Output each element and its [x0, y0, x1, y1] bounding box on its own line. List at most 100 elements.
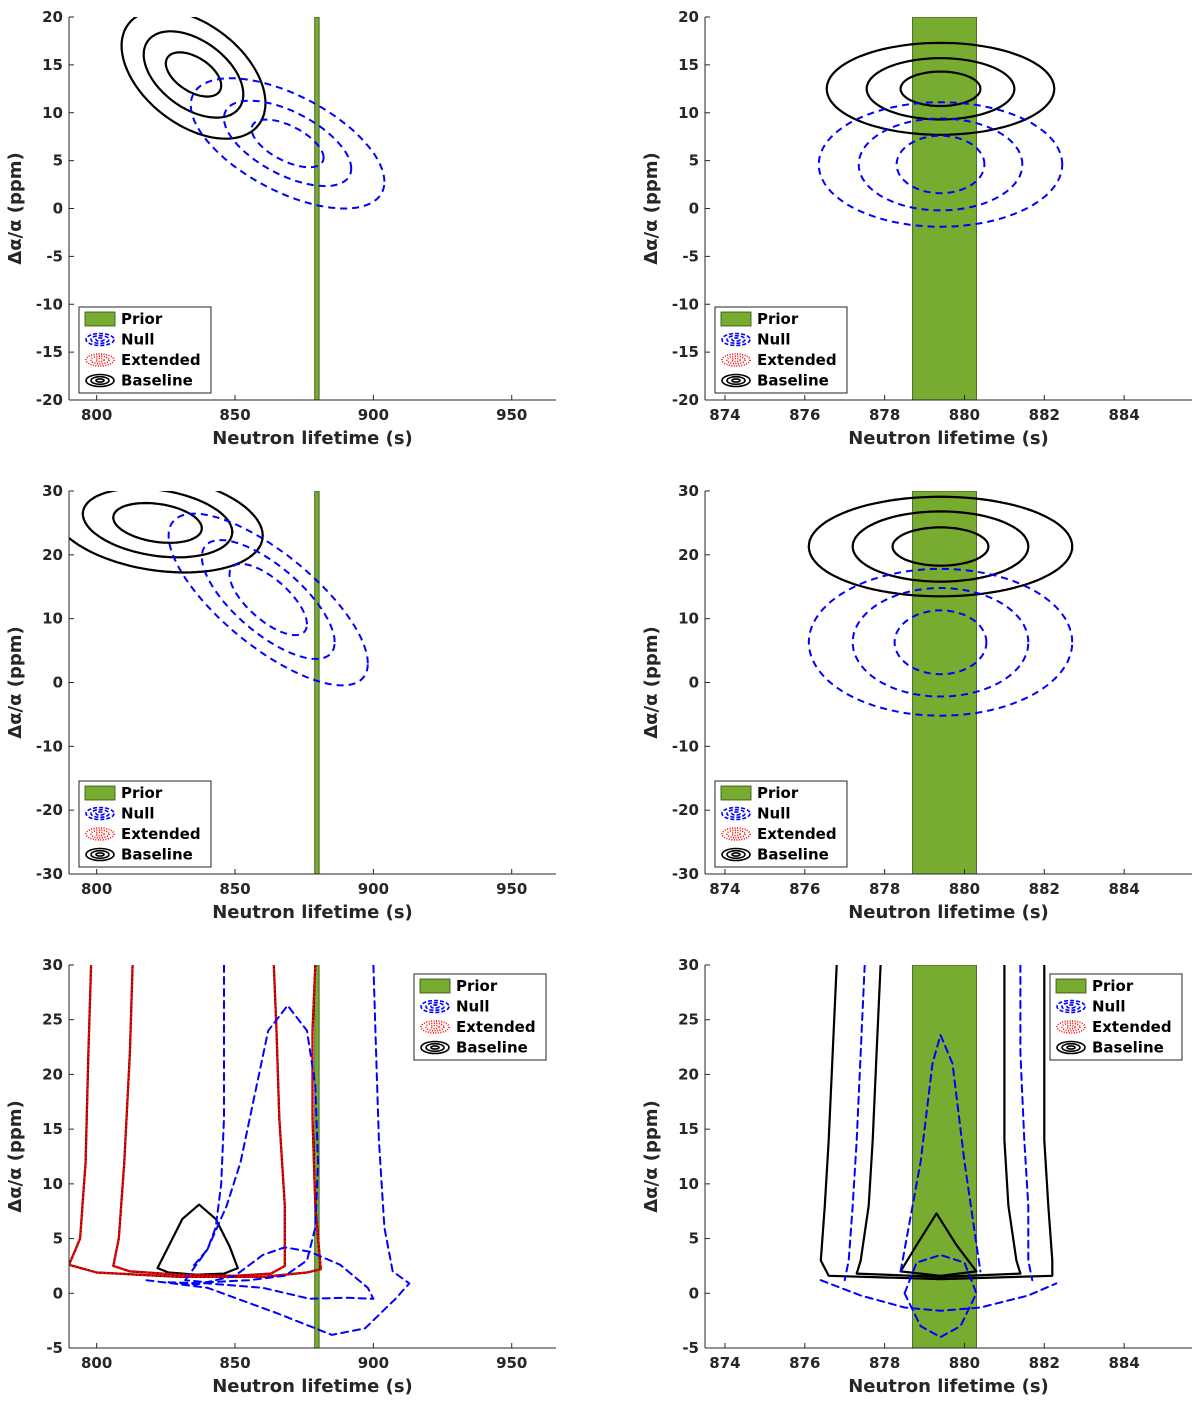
legend-label-baseline: Baseline — [456, 1039, 528, 1057]
x-tick-label: 882 — [1029, 880, 1060, 898]
legend-label-baseline: Baseline — [1092, 1039, 1164, 1057]
y-tick-label: 30 — [42, 482, 63, 500]
baseline-contour — [81, 491, 234, 559]
legend-extended-swatch — [1056, 1020, 1086, 1034]
legend: Prior Null Extended Baseline — [413, 973, 547, 1061]
baseline-contour — [112, 501, 203, 544]
prior-band — [314, 17, 320, 400]
y-tick-label: 0 — [689, 674, 699, 692]
x-tick-label: 884 — [1108, 406, 1139, 424]
legend-baseline-swatch — [721, 373, 751, 388]
legend-null-swatch — [721, 806, 751, 821]
legend-baseline-swatch — [85, 373, 115, 388]
x-axis-label: Neutron lifetime (s) — [848, 1376, 1049, 1397]
y-axis-label: Δα/α (ppm) — [641, 152, 662, 264]
null-contour — [843, 965, 866, 1282]
y-tick-label: 20 — [42, 8, 63, 26]
extended-contour — [81, 491, 234, 559]
null-contour — [903, 1254, 978, 1339]
y-tick-label: 10 — [42, 610, 63, 628]
y-tick-label: 10 — [678, 1175, 699, 1193]
y-axis-label: Δα/α (ppm) — [5, 1100, 26, 1212]
x-tick-label: 876 — [789, 406, 820, 424]
legend: Prior Null Extended Baseline — [78, 780, 212, 868]
y-tick-label: 5 — [53, 1230, 63, 1248]
y-tick-label: 0 — [53, 674, 63, 692]
legend-label-null: Null — [757, 331, 791, 349]
baseline-contour — [120, 17, 267, 140]
y-tick-label: 5 — [53, 152, 63, 170]
y-tick-label: -10 — [36, 295, 63, 313]
x-axis-label: Neutron lifetime (s) — [212, 428, 413, 449]
legend-label-null: Null — [121, 331, 155, 349]
baseline-contour — [807, 495, 1074, 598]
legend-label-baseline: Baseline — [121, 372, 193, 390]
y-tick-label: 15 — [42, 56, 63, 74]
x-tick-label: 876 — [789, 880, 820, 898]
panel-top-right: 874 876 878 880 882 884 -20 -15 -10 -5 0 5 10 15 20 Neu… — [641, 8, 1192, 449]
legend: Prior Null Extended Baseline — [1049, 973, 1183, 1061]
y-tick-label: 10 — [42, 104, 63, 122]
legend-null-swatch — [85, 332, 115, 347]
legend-label-baseline: Baseline — [757, 372, 829, 390]
x-tick-label: 874 — [709, 1354, 740, 1372]
baseline-contour — [865, 57, 1016, 121]
y-tick-label: 20 — [678, 1065, 699, 1083]
null-contour — [851, 586, 1030, 698]
y-tick-label: -20 — [36, 801, 63, 819]
panel-top-left: 800 850 900 950 -20 -15 -10 -5 0 5 10 15 20 Neutron l… — [5, 8, 556, 449]
plot-area — [817, 17, 1064, 400]
legend-label-extended: Extended — [456, 1018, 536, 1036]
x-tick-label: 878 — [869, 880, 900, 898]
legend-label-prior: Prior — [757, 310, 799, 328]
y-tick-label: -10 — [36, 737, 63, 755]
y-tick-label: 20 — [678, 8, 699, 26]
legend-prior-swatch — [419, 978, 451, 994]
null-contour — [857, 117, 1024, 212]
y-tick-label: 30 — [678, 482, 699, 500]
null-contour — [899, 1034, 982, 1273]
x-tick-label: 880 — [949, 406, 980, 424]
baseline-contour — [69, 491, 264, 574]
y-tick-label: 20 — [42, 1065, 63, 1083]
legend-extended-swatch — [721, 353, 751, 367]
y-tick-label: 25 — [678, 1011, 699, 1029]
legend-extended-swatch — [420, 1020, 450, 1034]
y-tick-label: 0 — [53, 1284, 63, 1302]
null-contour — [228, 562, 309, 637]
y-tick-label: -5 — [46, 247, 63, 265]
baseline-contour — [819, 965, 1054, 1281]
null-contour — [167, 512, 369, 687]
baseline-contour — [899, 70, 982, 108]
baseline-contour — [891, 526, 990, 567]
y-tick-label: -15 — [36, 343, 63, 361]
legend-label-prior: Prior — [757, 784, 799, 802]
y-tick-label: 15 — [678, 56, 699, 74]
null-contour — [250, 118, 325, 169]
null-contour — [1019, 965, 1034, 1282]
legend-label-prior: Prior — [1092, 977, 1134, 995]
y-tick-label: -5 — [46, 1339, 63, 1357]
x-tick-label: 850 — [219, 1354, 250, 1372]
x-tick-label: 950 — [496, 1354, 527, 1372]
legend-label-baseline: Baseline — [121, 846, 193, 864]
y-tick-label: -5 — [682, 1339, 699, 1357]
y-tick-label: 15 — [42, 1120, 63, 1138]
null-contour — [893, 609, 988, 676]
legend-null-swatch — [85, 806, 115, 821]
null-contour — [167, 1246, 375, 1300]
baseline-contour — [156, 1203, 239, 1276]
x-tick-label: 800 — [81, 406, 112, 424]
x-tick-label: 884 — [1108, 880, 1139, 898]
extended-contour — [112, 965, 286, 1277]
y-tick-label: 10 — [678, 610, 699, 628]
x-tick-label: 878 — [869, 406, 900, 424]
y-axis-label: Δα/α (ppm) — [5, 626, 26, 738]
legend: Prior Null Extended Baseline — [78, 306, 212, 394]
x-tick-label: 900 — [358, 1354, 389, 1372]
legend-baseline-swatch — [721, 847, 751, 862]
legend-prior-swatch — [720, 311, 752, 327]
plot-area — [120, 17, 386, 400]
legend-extended-swatch — [721, 827, 751, 841]
